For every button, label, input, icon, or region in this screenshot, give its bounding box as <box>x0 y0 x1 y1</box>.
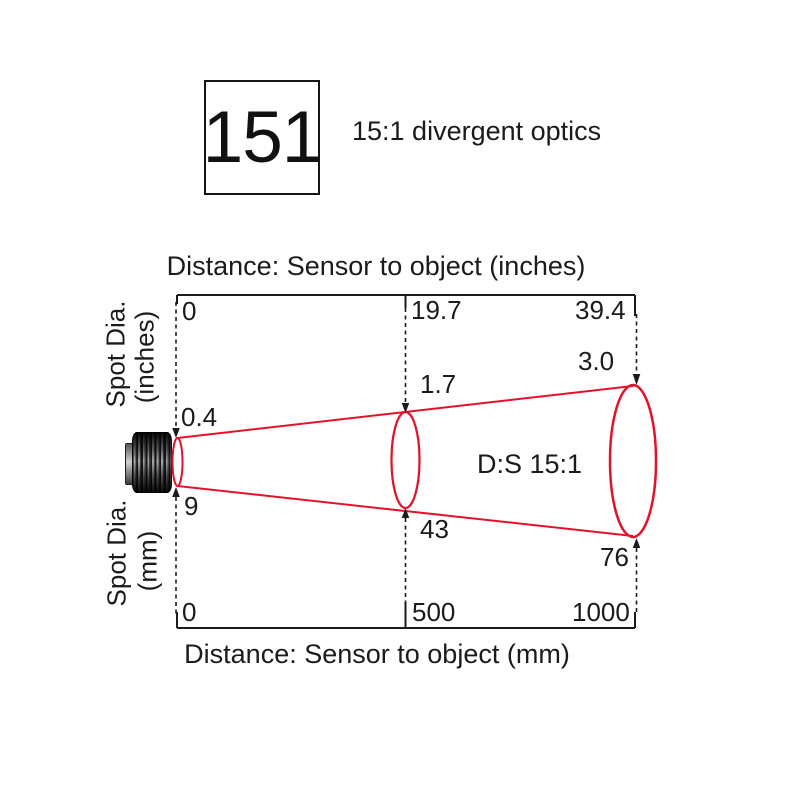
sensor-lens-icon <box>132 432 172 493</box>
spot-inches-mid: 1.7 <box>420 369 457 399</box>
spot-ellipse-far <box>608 383 658 539</box>
measurement-dashed-lines <box>175 302 638 614</box>
inches-scale-mid: 19.7 <box>411 295 462 325</box>
mm-scale-mid: 500 <box>412 597 456 627</box>
ds-ratio-label: D:S 15:1 <box>477 449 583 479</box>
spot-mm-far: 76 <box>600 542 629 572</box>
beam-cone <box>171 383 658 539</box>
spot-ellipse-near <box>171 437 184 487</box>
mm-scale-0: 0 <box>182 597 197 627</box>
axis-title-inches: Distance: Sensor to object (inches) <box>166 251 586 281</box>
mm-scale-max: 1000 <box>572 597 630 627</box>
model-number: 151 <box>202 97 323 178</box>
spot-inches-near: 0.4 <box>181 402 218 432</box>
measurement-arrowheads <box>172 374 641 548</box>
inches-scale-0: 0 <box>182 296 197 326</box>
model-number-box: 151 <box>202 80 323 195</box>
spot-mm-near: 9 <box>184 491 199 521</box>
inches-scale-max: 39.4 <box>575 295 626 325</box>
axis-title-mm: Distance: Sensor to object (mm) <box>184 639 570 669</box>
spot-mm-mid: 43 <box>420 514 449 544</box>
spot-ellipse-mid <box>390 410 421 510</box>
frame-borders <box>176 294 636 629</box>
spot-inches-far: 3.0 <box>578 346 615 376</box>
optics-subtitle: 15:1 divergent optics <box>352 116 602 146</box>
